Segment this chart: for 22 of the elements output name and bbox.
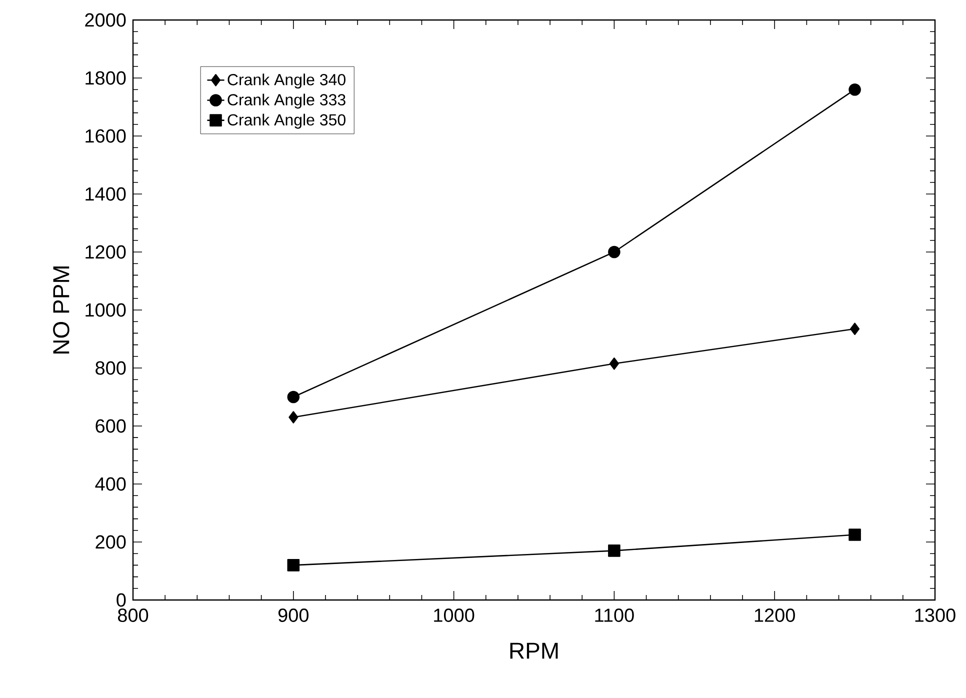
y-tick-label: 200: [96, 535, 126, 549]
legend-label: Crank Angle 333: [228, 94, 346, 109]
y-tick-label: 1200: [86, 245, 126, 259]
legend-label: Crank Angle 350: [228, 114, 346, 129]
x-tick-label: 1000: [434, 608, 474, 622]
y-axis-title: NO PPM: [53, 266, 70, 354]
y-tick-label: 1000: [86, 303, 126, 317]
y-tick-label: 600: [96, 419, 126, 433]
x-tick-label: 1200: [754, 608, 795, 622]
x-tick-label: 1300: [915, 608, 956, 622]
y-tick-label: 1600: [86, 129, 126, 143]
y-tick-label: 1800: [86, 71, 126, 85]
x-tick-label: 800: [118, 608, 148, 622]
legend-label: Crank Angle 340: [228, 74, 346, 89]
x-tick-label: 1100: [595, 608, 634, 622]
y-tick-label: 1400: [86, 187, 126, 201]
x-tick-label: 900: [278, 608, 308, 622]
y-tick-label: 400: [95, 477, 126, 491]
y-tick-label: 0: [116, 593, 126, 607]
y-tick-label: 800: [96, 361, 126, 375]
x-axis-title: RPM: [510, 642, 558, 659]
y-tick-label: 2000: [85, 13, 126, 27]
